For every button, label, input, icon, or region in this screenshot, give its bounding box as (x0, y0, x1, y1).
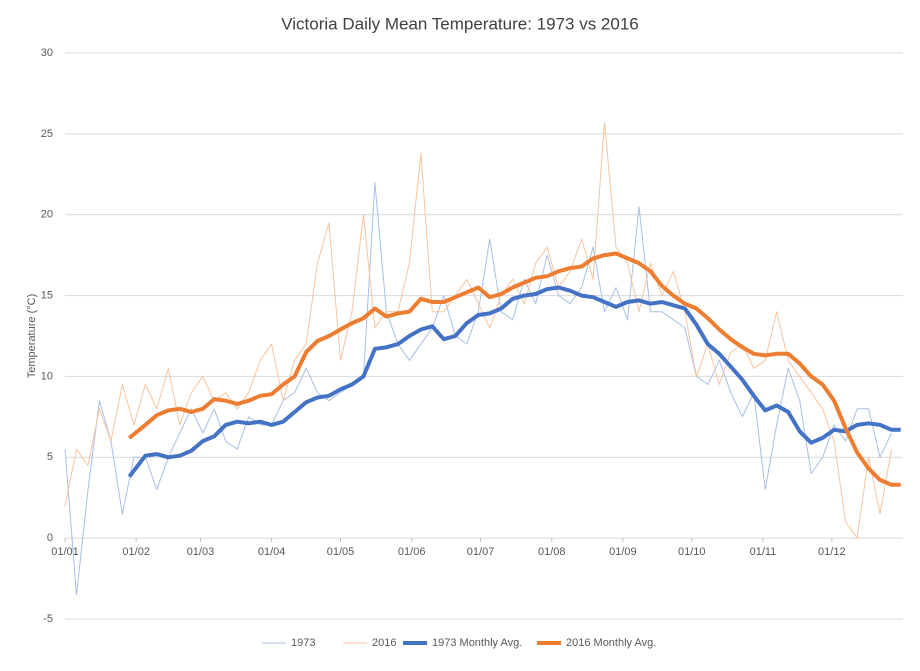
y-tick-label: 25 (41, 128, 53, 140)
x-tick-label: 01/02 (122, 546, 150, 558)
y-tick-label: -5 (43, 613, 53, 625)
x-tick-label: 01/03 (187, 546, 215, 558)
x-tick-label: 01/05 (327, 546, 355, 558)
y-axis-label: Temperature (°C) (26, 294, 38, 378)
x-tick-label: 01/12 (818, 546, 846, 558)
x-tick-label: 01/01 (51, 546, 79, 558)
x-tick-label: 01/07 (467, 546, 495, 558)
y-tick-label: 5 (47, 451, 53, 463)
y-tick-label: 0 (47, 532, 53, 544)
x-tick-label: 01/09 (609, 546, 637, 558)
series-line (64, 122, 892, 539)
x-tick-label: 01/10 (678, 546, 706, 558)
y-tick-label: 10 (41, 370, 53, 382)
legend-label: 2016 Monthly Avg. (566, 637, 656, 649)
series-line (128, 251, 901, 487)
series-line (127, 285, 901, 478)
x-tick-label: 01/11 (750, 546, 777, 558)
x-tick-label: 01/08 (538, 546, 566, 558)
chart-title: Victoria Daily Mean Temperature: 1973 vs… (281, 14, 639, 33)
legend-label: 1973 Monthly Avg. (432, 637, 522, 649)
legend-label: 2016 (372, 637, 396, 649)
y-tick-label: 15 (41, 289, 53, 301)
y-tick-label: 20 (41, 209, 53, 221)
x-tick-label: 01/06 (398, 546, 426, 558)
y-tick-label: 30 (41, 47, 53, 59)
x-tick-label: 01/04 (258, 546, 286, 558)
legend-label: 1973 (291, 637, 315, 649)
